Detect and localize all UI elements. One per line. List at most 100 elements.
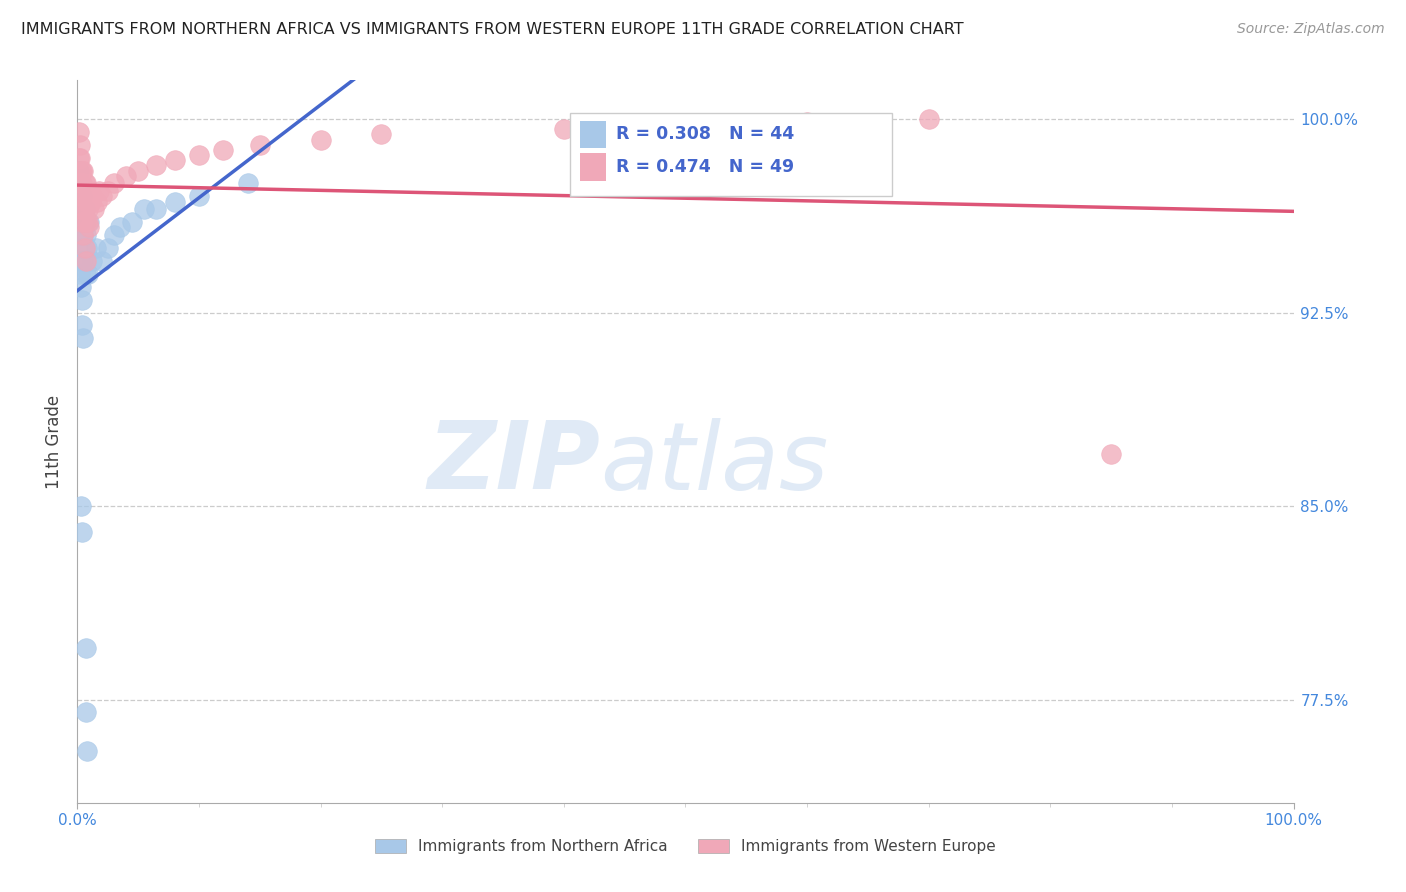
Point: [70, 318, 93, 333]
Point: [69, 253, 91, 268]
Point: [70, 293, 93, 307]
Point: [918, 112, 941, 126]
Point: [145, 158, 167, 172]
Point: [67, 215, 90, 229]
Text: Source: ZipAtlas.com: Source: ZipAtlas.com: [1237, 22, 1385, 37]
Point: [75, 640, 97, 655]
Point: [76, 744, 98, 758]
Point: [72, 331, 94, 345]
Point: [108, 220, 131, 235]
Point: [309, 133, 332, 147]
Point: [73, 215, 96, 229]
Point: [70, 253, 93, 268]
Point: [80, 194, 103, 209]
Point: [675, 117, 697, 131]
Point: [249, 137, 271, 152]
Point: [145, 202, 167, 217]
Point: [90, 253, 112, 268]
Point: [76, 194, 98, 209]
Point: [127, 163, 149, 178]
Point: [67, 177, 90, 191]
Point: [77, 267, 100, 281]
Point: [76, 189, 98, 203]
Point: [70, 163, 93, 178]
Point: [370, 128, 392, 142]
Point: [70, 177, 93, 191]
Point: [72, 202, 94, 217]
Point: [121, 215, 143, 229]
Point: [69, 267, 91, 281]
Point: [67, 125, 90, 139]
Point: [69, 202, 91, 217]
Point: [80, 253, 103, 268]
Point: [70, 189, 93, 203]
Point: [72, 228, 94, 243]
Point: [75, 267, 97, 281]
Point: [72, 189, 94, 203]
FancyBboxPatch shape: [579, 153, 606, 181]
Point: [75, 706, 97, 720]
FancyBboxPatch shape: [579, 120, 606, 148]
Point: [77, 202, 100, 217]
Point: [134, 202, 156, 217]
Point: [70, 189, 93, 203]
Point: [89, 184, 111, 198]
Point: [67, 228, 90, 243]
Point: [80, 189, 103, 203]
Point: [72, 253, 94, 268]
Point: [84, 241, 107, 255]
Point: [73, 202, 96, 217]
Text: IMMIGRANTS FROM NORTHERN AFRICA VS IMMIGRANTS FROM WESTERN EUROPE 11TH GRADE COR: IMMIGRANTS FROM NORTHERN AFRICA VS IMMIG…: [21, 22, 963, 37]
Point: [188, 148, 211, 162]
Point: [70, 177, 93, 191]
Point: [67, 151, 90, 165]
Point: [70, 524, 93, 539]
Point: [70, 177, 93, 191]
Point: [73, 202, 96, 217]
Point: [163, 153, 186, 168]
Point: [70, 499, 93, 513]
Point: [75, 228, 97, 243]
Point: [115, 169, 138, 183]
Text: R = 0.308   N = 44: R = 0.308 N = 44: [616, 126, 794, 144]
Point: [70, 177, 93, 191]
Point: [73, 241, 96, 255]
Point: [73, 177, 96, 191]
Point: [70, 189, 93, 203]
Point: [69, 202, 91, 217]
Point: [70, 215, 93, 229]
Point: [72, 228, 94, 243]
Point: [75, 215, 97, 229]
Point: [97, 241, 120, 255]
Point: [69, 137, 91, 152]
Y-axis label: 11th Grade: 11th Grade: [45, 394, 63, 489]
Point: [83, 202, 105, 217]
FancyBboxPatch shape: [569, 112, 893, 196]
Point: [188, 189, 211, 203]
Point: [79, 215, 101, 229]
Point: [69, 189, 91, 203]
Legend: Immigrants from Northern Africa, Immigrants from Western Europe: Immigrants from Northern Africa, Immigra…: [368, 833, 1002, 860]
Point: [86, 194, 108, 209]
Point: [70, 163, 93, 178]
Point: [75, 177, 97, 191]
Point: [70, 279, 93, 293]
Point: [76, 241, 98, 255]
Point: [79, 184, 101, 198]
Point: [77, 215, 100, 229]
Point: [75, 253, 97, 268]
Point: [72, 163, 94, 178]
Point: [97, 184, 120, 198]
Point: [103, 228, 125, 243]
Point: [79, 220, 101, 235]
Point: [212, 143, 235, 157]
Point: [796, 114, 818, 128]
Point: [553, 122, 575, 136]
Point: [70, 202, 93, 217]
Text: ZIP: ZIP: [427, 417, 600, 509]
Text: atlas: atlas: [600, 417, 828, 508]
Point: [67, 241, 90, 255]
Point: [67, 163, 90, 178]
Point: [90, 189, 112, 203]
Point: [163, 194, 186, 209]
